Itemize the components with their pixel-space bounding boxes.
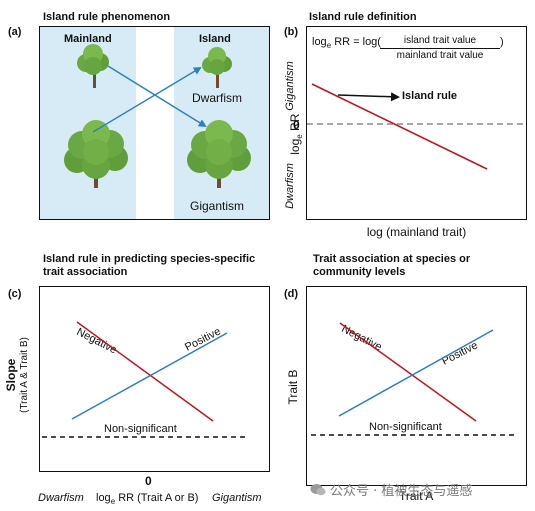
formula-numerator: island trait value: [380, 35, 500, 49]
panel-c-x-log: log: [96, 492, 111, 504]
arrow-icon: [92, 66, 202, 133]
negative-line: [339, 322, 477, 422]
panel-b-x-axis-label: log (mainland trait): [366, 225, 467, 239]
panel-c-title-line2: trait association: [43, 266, 128, 278]
panel-d-title-line2: community levels: [313, 266, 406, 278]
panel-d-title-line1: Trait association at species or: [313, 253, 471, 265]
formula-sub: e: [326, 41, 332, 51]
island-label: Island: [199, 33, 231, 45]
panel-d-frame: [306, 286, 527, 486]
positive-line: [338, 329, 494, 417]
panel-c-x-rr: RR (Trait A or B): [115, 492, 199, 504]
panel-c-x-dwarfism: Dwarfism: [38, 492, 84, 504]
panel-c-label: (c): [8, 288, 22, 300]
panel-a-frame: [39, 26, 270, 220]
formula-rr: RR = log(: [331, 36, 381, 48]
mainland-label: Mainland: [64, 33, 112, 45]
panel-c-zero: 0: [145, 474, 152, 488]
formula-log: log: [312, 36, 327, 48]
tree-icon: [187, 120, 251, 188]
panel-c-x-axis-label: loge RR (Trait A or B): [96, 492, 198, 506]
panel-b-label: (b): [284, 26, 299, 38]
panel-b-title: Island rule definition: [309, 11, 417, 23]
negative-line: [76, 321, 214, 422]
positive-line: [71, 332, 228, 420]
panel-b-frame: [306, 26, 527, 220]
dwarfism-label: Dwarfism: [192, 91, 242, 105]
formula-close: ): [500, 36, 504, 48]
gigantism-label: Gigantism: [190, 199, 245, 213]
arrow-icon: [107, 65, 207, 128]
island-rule-annotation: Island rule: [402, 90, 458, 102]
panel-c-non-significant-label: Non-significant: [104, 423, 177, 435]
arrow-icon: [337, 92, 400, 102]
formula: loge RR = log(: [312, 36, 381, 50]
panel-a-label: (a): [8, 26, 22, 38]
panel-d-x-axis-label: Trait A: [399, 489, 434, 503]
formula-fraction: island trait value mainland trait value: [380, 35, 500, 62]
wechat-icon: [310, 483, 326, 497]
panel-c-title-line1: Island rule in predicting species-specif…: [43, 253, 256, 265]
formula-denominator: mainland trait value: [396, 50, 484, 61]
panel-c-frame: [39, 286, 270, 472]
panel-c-x-sub: e: [110, 497, 116, 507]
tree-icon: [77, 44, 109, 88]
panel-b-zero: 0: [293, 118, 300, 132]
tree-icon: [64, 120, 128, 188]
watermark-text: 公众号 · 植被生态与遥感: [330, 484, 473, 499]
island-rule-line: [311, 83, 488, 170]
watermark: 公众号 · 植被生态与遥感: [310, 480, 472, 499]
tree-icon: [202, 47, 232, 88]
panel-d-label: (d): [284, 288, 299, 300]
panel-d-non-significant-label: Non-significant: [369, 421, 442, 433]
panel-c-x-gigantism: Gigantism: [212, 492, 262, 504]
panel-a-title: Island rule phenomenon: [43, 11, 171, 23]
